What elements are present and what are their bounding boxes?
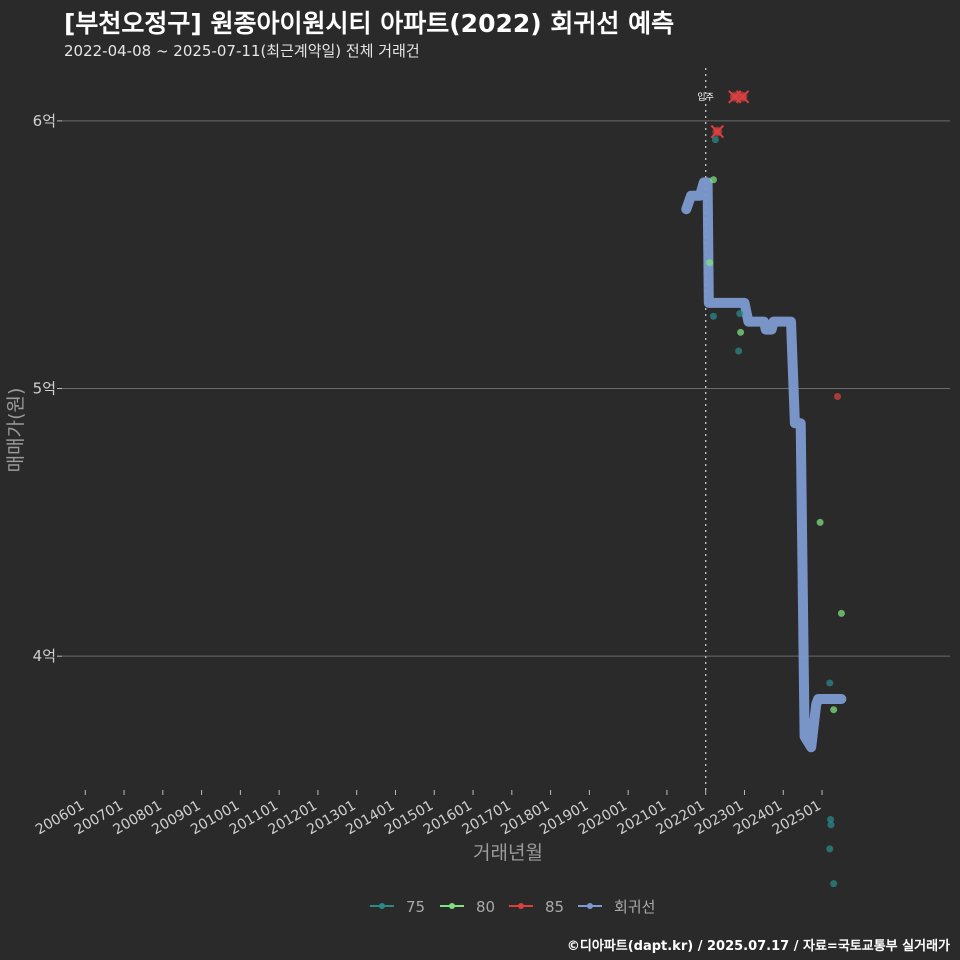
legend-label: 회귀선 [614,898,655,916]
data-point-80 [816,518,824,526]
data-point-80 [709,176,717,184]
data-point-75 [711,136,719,144]
data-point-75 [830,880,838,888]
legend-key-dot [518,903,524,909]
grid-layer [62,120,950,657]
data-point-75 [827,815,835,823]
legend-key-dot [379,903,385,909]
y-tick-label: 5억 [33,380,56,398]
data-point-75 [826,679,834,687]
y-tick-label: 6억 [33,112,56,130]
legend-label: 80 [476,898,495,916]
points-layer [706,90,845,888]
data-point-80 [830,706,838,714]
legend-label: 75 [406,898,425,916]
data-point-80 [737,328,745,336]
data-point-75 [709,312,717,320]
move-in-label: 입주 [697,91,714,103]
legend-label: 85 [545,898,564,916]
data-point-75 [736,310,744,318]
regression-line [681,177,847,753]
chart-subtitle: 2022-04-08 ~ 2025-07-11(최근계약일) 전체 거래건 [64,42,420,60]
legend: 75 80 85 회귀선 [370,898,655,916]
x-axis-title: 거래년월 [473,842,543,864]
data-point-75 [827,821,835,829]
y-axis-title: 매매가(원) [5,388,27,473]
data-point-80 [706,259,714,267]
outlier-cross [710,124,725,139]
regression-layer [681,177,847,753]
data-point-75 [826,845,834,853]
footer-credit: ©디아파트(dapt.kr) / 2025.07.17 / 자료=국토교통부 실… [566,939,950,954]
move-in-layer: 입주 [697,68,714,790]
chart-title: [부천오정구] 원종아이원시티 아파트(2022) 회귀선 예측 [64,9,675,38]
data-point-85 [834,393,842,401]
y-tick-label: 4억 [33,647,56,665]
legend-key-dot [587,903,593,909]
outlier-cross [735,90,750,104]
data-point-80 [837,609,845,617]
data-point-75 [735,347,743,355]
legend-key-dot [449,903,455,909]
